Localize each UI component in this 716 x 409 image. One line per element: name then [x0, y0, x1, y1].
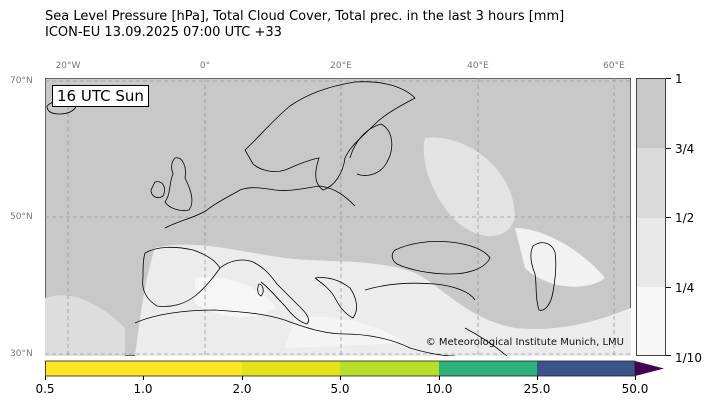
- precip-label-5: 5.0: [330, 382, 350, 396]
- precip-extend-arrow: [635, 361, 664, 376]
- map-gridlines: [45, 78, 631, 356]
- valid-time-label: 16 UTC Sun: [52, 85, 149, 107]
- lon-label-20w: 20°W: [55, 61, 81, 71]
- precip-tick: [340, 376, 341, 380]
- precip-label-1: 1.0: [133, 382, 153, 396]
- precip-band-1: [45, 361, 242, 376]
- map-canvas: [45, 78, 631, 356]
- precip-label-0-5: 0.5: [35, 382, 55, 396]
- precip-label-25: 25.0: [523, 382, 551, 396]
- precip-band-4: [439, 361, 537, 376]
- lon-label-60e: 60°E: [603, 61, 625, 71]
- precip-band-3: [340, 361, 439, 376]
- cloud-cover-colorbar: [636, 78, 666, 356]
- lon-label-0: 0°: [199, 61, 211, 71]
- cloud-label-1: 1: [675, 72, 683, 86]
- precip-band-5: [537, 361, 635, 376]
- precipitation-colorbar: [45, 360, 665, 377]
- lon-label-20e: 20°E: [330, 61, 352, 71]
- cloud-band-1: [637, 79, 665, 148]
- cloud-band-2: [637, 148, 665, 218]
- precip-label-2: 2.0: [232, 382, 252, 396]
- cloud-band-3: [637, 218, 665, 287]
- lat-label-70n: 70°N: [10, 76, 33, 86]
- precip-band-2: [242, 361, 340, 376]
- precip-tick: [537, 376, 538, 380]
- precip-tick: [143, 376, 144, 380]
- cloud-label-3-4: 3/4: [675, 142, 695, 156]
- credit-text: © Meteorological Institute Munich, LMU: [425, 337, 624, 348]
- lat-label-30n: 30°N: [10, 349, 33, 359]
- clear-sky-areas: [45, 137, 631, 356]
- cloud-tick: [666, 78, 671, 79]
- precip-tick: [242, 376, 243, 380]
- cloud-label-1-4: 1/4: [675, 281, 695, 295]
- lat-label-50n: 50°N: [10, 212, 33, 222]
- precip-label-50: 50.0: [621, 382, 649, 396]
- cloud-band-4: [637, 287, 665, 355]
- cloud-label-1-10: 1/10: [675, 351, 702, 365]
- map-title-line1: Sea Level Pressure [hPa], Total Cloud Co…: [45, 9, 565, 24]
- precip-tick: [45, 376, 46, 380]
- precip-colorbar-canvas: [45, 360, 664, 377]
- cloud-tick: [666, 217, 671, 218]
- precip-tick: [439, 376, 440, 380]
- lon-label-40e: 40°E: [467, 61, 489, 71]
- precip-label-10: 10.0: [425, 382, 453, 396]
- precip-tick: [635, 376, 636, 380]
- map-title-line2: ICON-EU 13.09.2025 07:00 UTC +33: [45, 25, 282, 40]
- cloud-tick: [666, 355, 671, 356]
- weather-map: [45, 78, 631, 356]
- cloud-tick: [666, 287, 671, 288]
- cloud-tick: [666, 148, 671, 149]
- cloud-label-1-2: 1/2: [675, 211, 695, 225]
